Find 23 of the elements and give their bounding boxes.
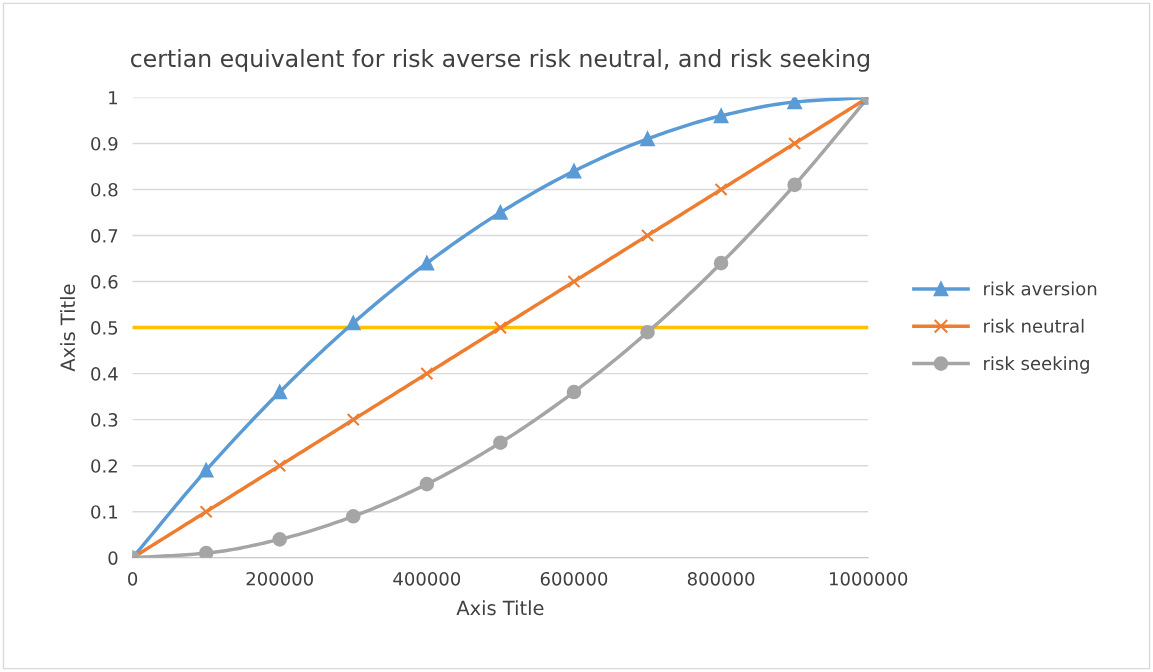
y-tick-label: 0.4	[91, 367, 118, 381]
y-tick-label: 0.8	[91, 182, 118, 197]
y-tick-label: 0.7	[91, 229, 118, 243]
y-tick-label: 0.3	[91, 413, 118, 427]
x-tick-label: 400000	[393, 571, 461, 586]
x-tick-label: 200000	[246, 571, 313, 586]
y-tick-label: 1	[109, 91, 118, 105]
y-tick-label: 0	[108, 551, 118, 565]
y-tick-label: 0.2	[91, 459, 117, 473]
legend-label: risk seeking	[984, 356, 1089, 374]
x-tick-label: 600000	[540, 571, 608, 586]
y-tick-label: 0.5	[91, 321, 118, 335]
y-axis-title: Axis Title	[60, 284, 76, 372]
y-tick-label: 0.1	[91, 505, 118, 519]
x-tick-label: 1000000	[829, 571, 908, 586]
chart-title: certian equivalent for risk averse risk neutral, and risk seeking	[131, 48, 869, 72]
legend-label: risk aversion	[984, 281, 1097, 296]
y-tick-label: 0.9	[91, 136, 118, 151]
x-tick-label: 800000	[687, 571, 755, 586]
x-axis-title: Axis Title	[456, 600, 544, 616]
x-tick-label: 0	[128, 571, 138, 586]
y-tick-label: 0.6	[91, 275, 118, 289]
legend-label: risk neutral	[984, 318, 1084, 333]
